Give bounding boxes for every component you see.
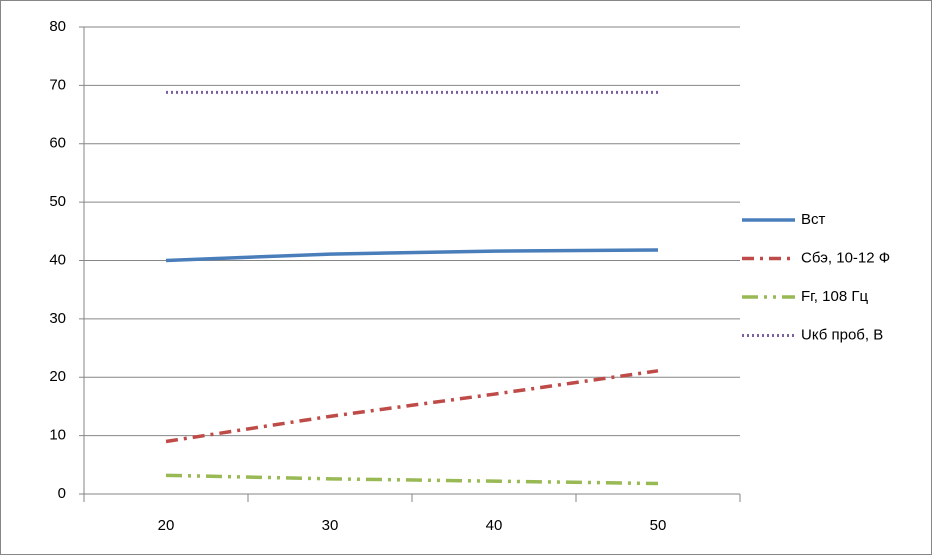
y-tick-label: 80 — [49, 18, 66, 35]
series-line — [165, 369, 659, 444]
series-line — [165, 248, 659, 263]
y-tick-label: 20 — [49, 368, 66, 385]
y-tick-label: 40 — [49, 251, 66, 268]
x-tick-label: 20 — [158, 517, 175, 534]
x-tick-label: 50 — [650, 517, 667, 534]
x-tick-label: 30 — [322, 517, 339, 534]
legend-label: Uкб проб, В — [801, 326, 883, 343]
series-line — [165, 473, 659, 486]
legend-label: Вст — [801, 211, 826, 228]
legend-label: Fг, 108 Гц — [801, 288, 868, 305]
y-tick-label: 30 — [49, 310, 66, 327]
y-tick-label: 70 — [49, 76, 66, 93]
y-tick-label: 10 — [49, 427, 66, 444]
y-tick-label: 60 — [49, 135, 66, 152]
y-tick-label: 50 — [49, 193, 66, 210]
x-tick-label: 40 — [486, 517, 503, 534]
legend-label: Сбэ, 10-12 Ф — [801, 249, 890, 266]
y-tick-label: 0 — [58, 485, 66, 502]
